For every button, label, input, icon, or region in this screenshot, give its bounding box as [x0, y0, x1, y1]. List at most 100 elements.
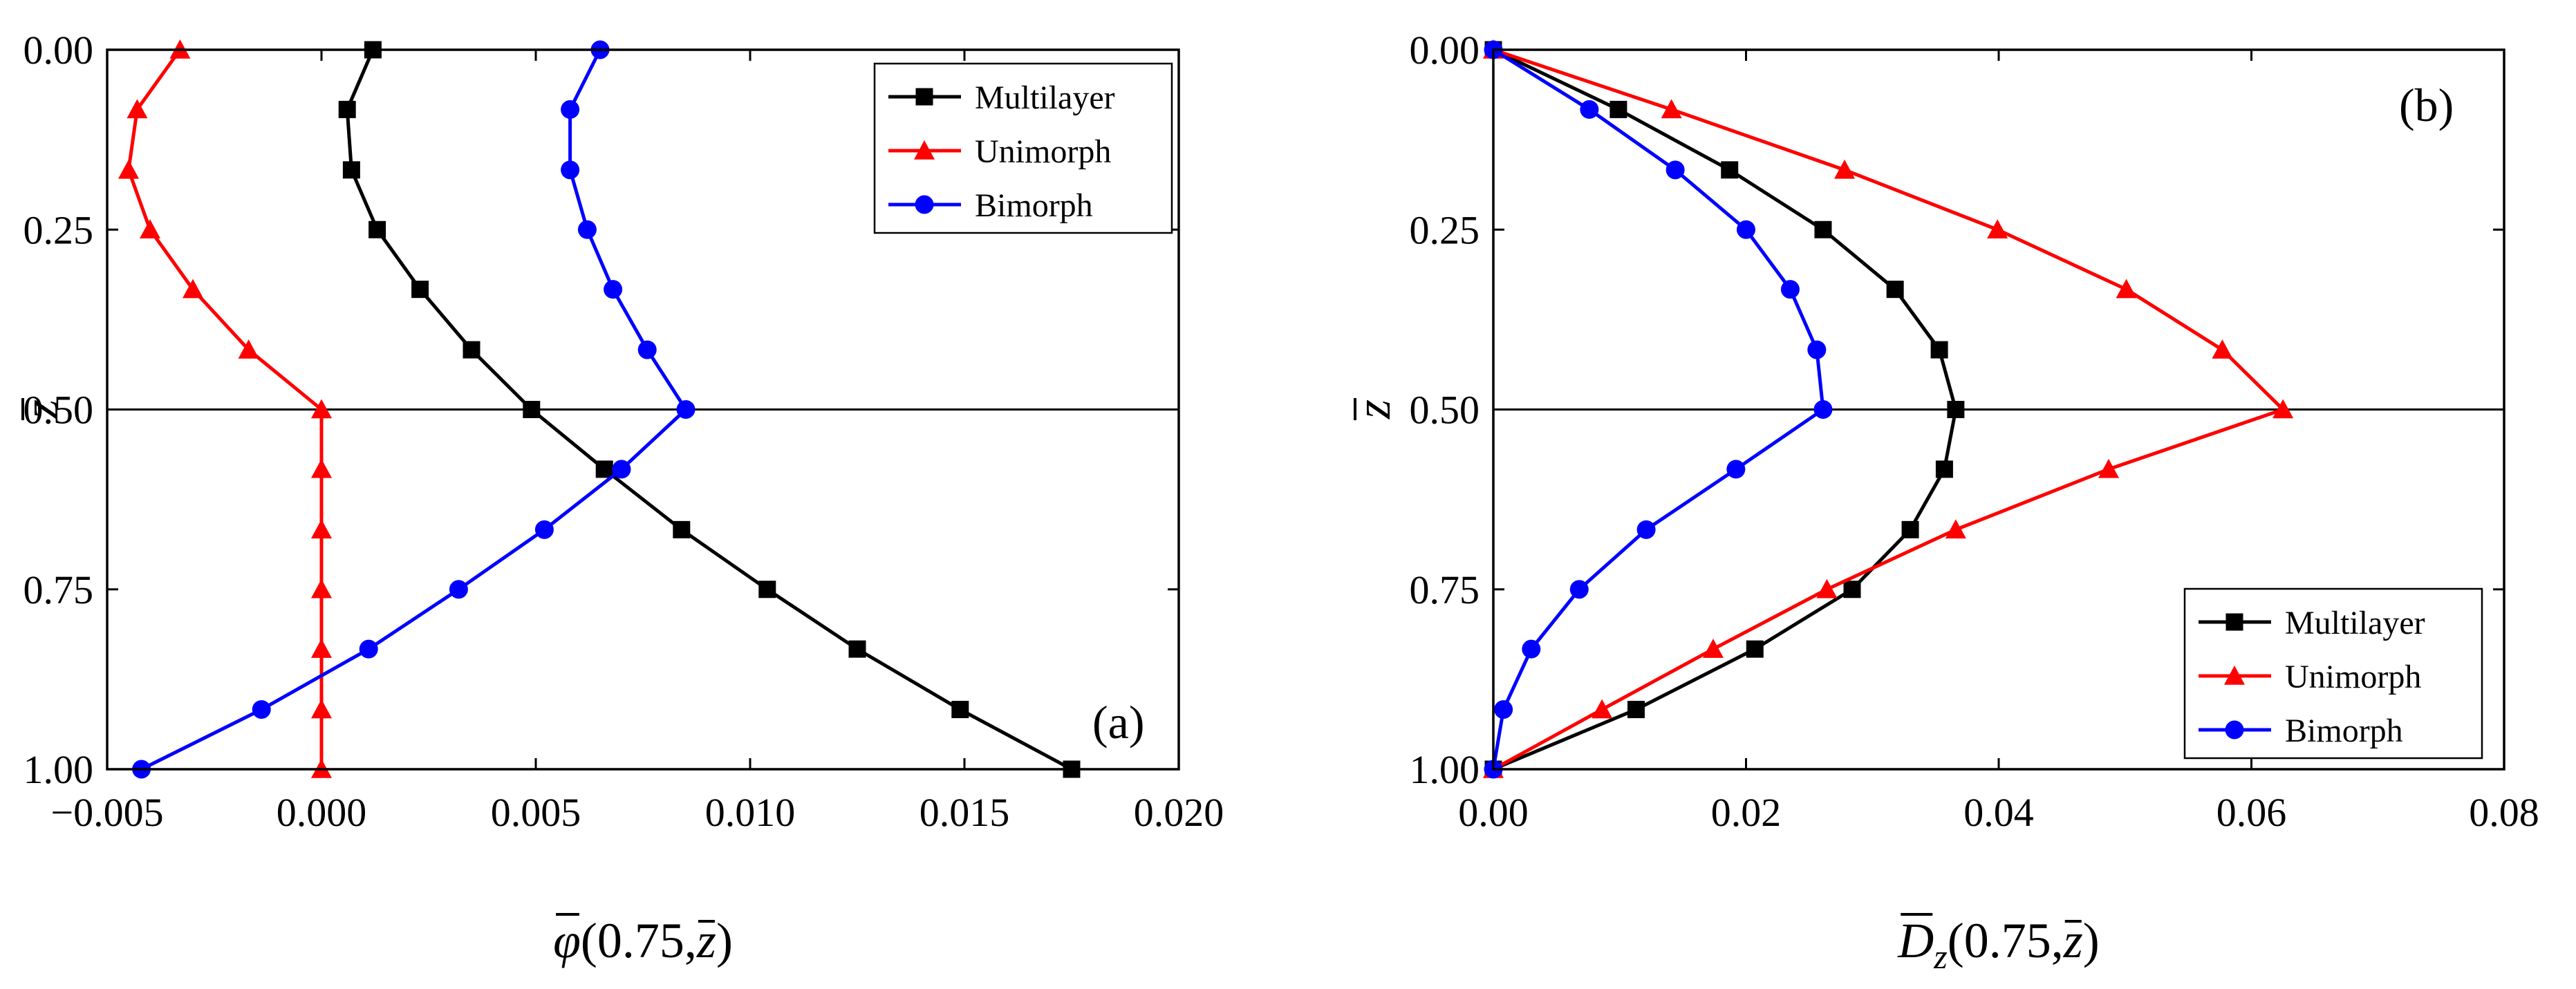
- data-point: [311, 639, 332, 658]
- y-tick-label: 1.00: [1410, 747, 1480, 792]
- series-bimorph: [1484, 40, 1833, 779]
- data-point: [311, 699, 332, 719]
- data-point: [118, 159, 139, 179]
- panel-label: (b): [2399, 79, 2454, 131]
- y-tick-label: 0.00: [24, 28, 94, 73]
- data-point: [1746, 640, 1764, 658]
- x-tick-label: 0.08: [2469, 790, 2539, 835]
- chart-panel-a: −0.005 0.000 0.005 0.010 0.015 0.020 0.00 0.25 0…: [13, 28, 1224, 968]
- data-point: [577, 220, 597, 239]
- y-axis-label: z: [13, 398, 68, 420]
- data-point: [1843, 581, 1861, 599]
- x-tick-label: 0.010: [705, 790, 796, 835]
- legend-label: Unimorph: [975, 133, 1111, 170]
- x-axis-symbol: D: [1897, 913, 1934, 968]
- x-tick-label: 0.04: [1963, 790, 2034, 835]
- x-tick-label: 0.06: [2216, 790, 2287, 835]
- data-point: [1569, 580, 1589, 599]
- data-point: [523, 401, 541, 418]
- x-axis-close: ): [716, 913, 733, 968]
- y-tick-label: 0.75: [24, 567, 94, 612]
- legend-item-unimorph: Unimorph: [888, 133, 1111, 170]
- x-tick-label: 0.020: [1134, 790, 1224, 835]
- data-point: [637, 340, 657, 359]
- data-point: [342, 161, 360, 179]
- plot-frame: [106, 48, 1180, 771]
- legend: Multilayer Unimorph Bimorph: [873, 62, 1173, 234]
- x-axis-symbol: φ: [553, 913, 581, 968]
- data-point: [1522, 639, 1541, 659]
- y-tick-label: 0.25: [24, 207, 94, 252]
- data-point: [338, 100, 356, 118]
- x-axis-label-text: φ(0.75,z): [553, 913, 733, 968]
- y-tick-label: 0.25: [1410, 207, 1480, 252]
- data-point: [1702, 639, 1724, 658]
- data-point: [1930, 341, 1948, 359]
- x-tick-label: 0.015: [920, 790, 1010, 835]
- data-point: [311, 519, 332, 539]
- x-axis-subscript: z: [1933, 937, 1947, 976]
- data-point: [848, 640, 866, 658]
- legend-label: Bimorph: [975, 187, 1093, 224]
- panel-label: (a): [1092, 696, 1144, 748]
- data-point: [1580, 100, 1599, 119]
- legend-item-unimorph: Unimorph: [2199, 659, 2421, 695]
- data-point: [758, 581, 776, 599]
- data-point: [1935, 460, 1953, 478]
- legend-item-multilayer: Multilayer: [888, 79, 1115, 116]
- data-point: [463, 341, 480, 359]
- legend-label: Bimorph: [2285, 713, 2403, 749]
- x-tick-label: 0.00: [1458, 790, 1529, 835]
- series-multilayer: [338, 41, 1081, 778]
- data-point: [676, 400, 696, 419]
- data-point: [1834, 159, 1856, 179]
- legend-marker: [2224, 666, 2245, 685]
- data-point: [368, 220, 386, 238]
- data-point: [951, 701, 969, 719]
- data-point: [359, 639, 378, 659]
- data-point: [561, 160, 580, 180]
- data-point: [1987, 219, 2008, 238]
- data-point: [1945, 519, 1966, 539]
- data-point: [1636, 520, 1656, 539]
- data-point: [311, 399, 332, 419]
- data-point: [311, 578, 332, 599]
- legend-marker: [914, 140, 935, 160]
- y-tick-label: 0.75: [1410, 567, 1480, 612]
- data-point: [1886, 281, 1904, 299]
- data-point: [561, 100, 580, 119]
- data-point: [238, 339, 259, 359]
- legend-marker: [915, 88, 933, 106]
- legend: Multilayer Unimorph Bimorph: [2183, 587, 2483, 760]
- x-axis-label: Dz(0.75,z): [1897, 913, 2100, 976]
- x-axis-args: (0.75,: [581, 913, 697, 968]
- data-point: [2116, 279, 2137, 299]
- data-point: [2098, 458, 2119, 478]
- data-point: [534, 520, 554, 539]
- data-point: [1780, 280, 1800, 299]
- data-point: [1592, 699, 1613, 719]
- y-axis-label: z: [1345, 398, 1401, 420]
- data-point: [1494, 700, 1513, 719]
- legend-marker: [2225, 613, 2243, 631]
- legend-marker: [915, 195, 934, 214]
- x-tick-label: 0.000: [277, 790, 367, 835]
- data-point: [1627, 701, 1645, 719]
- legend-label: Multilayer: [2285, 605, 2425, 641]
- data-point: [140, 219, 160, 238]
- data-point: [1814, 220, 1832, 238]
- data-point: [1737, 220, 1755, 239]
- data-point: [1947, 401, 1965, 418]
- data-point: [673, 520, 691, 538]
- data-point: [1721, 161, 1739, 179]
- x-axis-label: φ(0.75,z): [553, 913, 733, 968]
- data-point: [1609, 100, 1627, 118]
- data-point: [1813, 400, 1833, 419]
- x-axis-args: (0.75,: [1948, 913, 2064, 968]
- plot-frame: [1492, 48, 2505, 771]
- data-point: [1726, 460, 1746, 479]
- data-point: [1901, 520, 1919, 538]
- data-point: [604, 280, 623, 299]
- legend-marker: [2225, 720, 2244, 740]
